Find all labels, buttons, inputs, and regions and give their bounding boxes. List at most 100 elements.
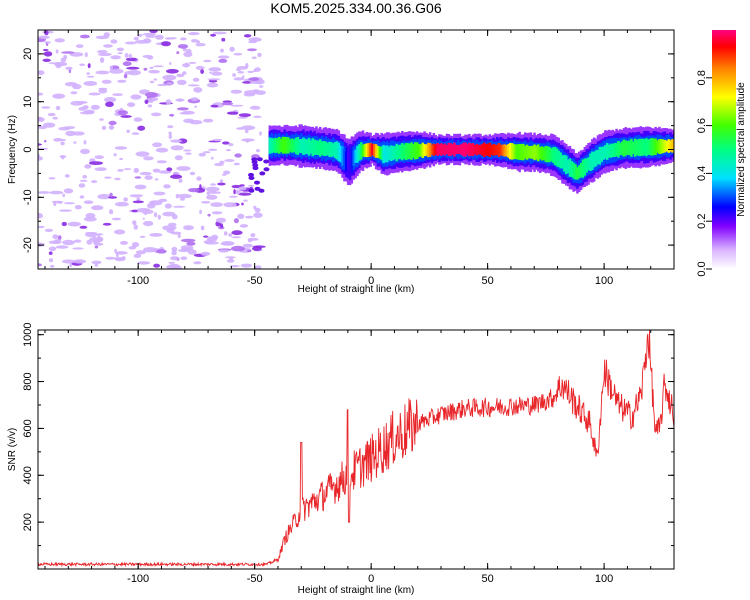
noise-blob (176, 79, 187, 85)
ridge-band (641, 138, 644, 156)
ridge-band (583, 158, 587, 176)
x-tick-label: 50 (482, 573, 494, 585)
ridge-band (296, 137, 300, 155)
ridge-band (613, 143, 616, 157)
noise-blob (79, 34, 90, 39)
noise-blob (259, 85, 264, 88)
noise-blob (226, 259, 235, 263)
noise-blob (133, 167, 139, 174)
noise-blob (170, 231, 182, 235)
noise-blob (177, 44, 189, 49)
noise-blob (238, 192, 252, 196)
noise-blob (133, 36, 139, 41)
ridge-band (335, 141, 339, 160)
noise-blob (126, 129, 130, 133)
noise-blob (61, 221, 67, 227)
ridge-band (389, 145, 393, 162)
noise-blob (139, 235, 146, 238)
noise-blob (83, 216, 97, 222)
noise-blob (176, 73, 185, 78)
noise-blob (212, 31, 227, 35)
noise-blob (263, 159, 270, 164)
noise-blob (64, 202, 75, 205)
noise-blob (135, 151, 150, 157)
ridge-band (576, 167, 579, 180)
ridge-band (661, 139, 665, 154)
noise-blob (105, 101, 114, 108)
noise-blob (233, 218, 239, 224)
noise-blob (170, 256, 180, 261)
ridge-band (647, 139, 650, 155)
ridge-band (604, 145, 607, 159)
noise-blob (65, 66, 73, 71)
noise-blob (220, 48, 224, 53)
ridge-band (363, 143, 367, 157)
noise-blob (147, 104, 153, 108)
noise-blob (108, 196, 118, 199)
noise-blob (146, 55, 154, 60)
noise-blob (187, 84, 200, 87)
noise-blob (94, 245, 99, 249)
noise-blob (203, 59, 212, 63)
noise-blob (101, 125, 107, 130)
noise-blob (180, 37, 187, 41)
noise-blob (130, 94, 142, 100)
ridge-band (518, 144, 521, 160)
noise-blob (38, 70, 45, 76)
ridge-band (468, 142, 471, 157)
ridge-band (378, 146, 382, 159)
noise-blob (243, 199, 248, 202)
noise-blob (168, 37, 177, 40)
y-tick-label: -20 (22, 237, 34, 253)
noise-blob (218, 58, 228, 63)
ridge-band (660, 139, 663, 154)
ridge-band (645, 138, 648, 157)
noise-blob (183, 149, 192, 152)
noise-blob (69, 262, 72, 268)
noise-blob (248, 77, 260, 81)
ridge-band (278, 137, 281, 154)
noise-blob (135, 250, 146, 255)
ridge-band (289, 139, 292, 152)
noise-blob (228, 233, 232, 237)
x-tick-label: -100 (127, 573, 149, 585)
noise-blob (196, 176, 202, 181)
noise-blob (94, 167, 107, 172)
noise-blob (109, 192, 113, 198)
ridge-band (428, 143, 432, 157)
ridge-band (663, 139, 667, 153)
noise-blob (148, 69, 161, 74)
noise-blob (254, 207, 261, 213)
noise-blob (236, 68, 241, 71)
ridge-band (481, 143, 484, 156)
ridge-band (449, 143, 452, 156)
noise-blob (114, 251, 128, 255)
ridge-band (440, 143, 443, 156)
noise-blob (87, 63, 91, 69)
noise-blob (75, 44, 84, 48)
noise-blob (123, 197, 128, 202)
noise-blob (219, 179, 224, 183)
ridge-band (391, 145, 395, 161)
ridge-band (643, 139, 646, 156)
ridge-band (581, 159, 585, 178)
ridge-band (561, 155, 564, 169)
ridge-band (557, 150, 560, 168)
ridge-band (591, 151, 594, 171)
noise-blob (221, 37, 226, 42)
ridge-band (307, 137, 311, 156)
ridge-band (406, 143, 410, 160)
noise-blob (224, 159, 235, 162)
x-tick-label: -100 (127, 275, 149, 287)
ridge-band (484, 143, 488, 156)
noise-blob (228, 195, 238, 198)
noise-blob (67, 221, 81, 227)
noise-blob (223, 231, 228, 236)
noise-blob (61, 155, 65, 160)
noise-blob (180, 245, 194, 250)
noise-blob (170, 139, 183, 143)
noise-blob (178, 138, 188, 144)
ridge-band (633, 138, 637, 157)
ridge-band (624, 140, 628, 156)
